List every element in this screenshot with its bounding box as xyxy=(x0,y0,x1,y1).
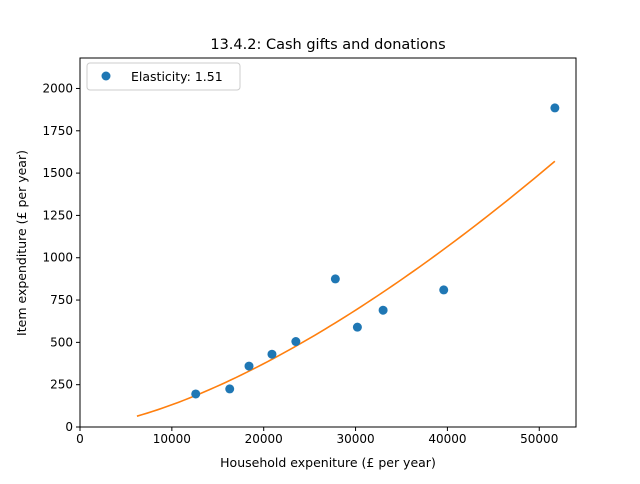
data-point xyxy=(550,103,560,113)
y-tick-label: 1000 xyxy=(42,251,73,265)
x-tick-label: 20000 xyxy=(245,432,283,446)
x-tick-label: 10000 xyxy=(153,432,191,446)
data-point xyxy=(191,389,201,399)
y-tick-label: 750 xyxy=(50,293,73,307)
y-tick-label: 1250 xyxy=(42,208,73,222)
fit-curve xyxy=(136,160,556,417)
x-tick-label: 40000 xyxy=(428,432,466,446)
y-tick-label: 1500 xyxy=(42,166,73,180)
x-tick-label: 30000 xyxy=(336,432,374,446)
x-axis-label: Household expeniture (£ per year) xyxy=(220,455,436,470)
y-tick-label: 250 xyxy=(50,378,73,392)
x-axis-ticks: 0 10000 20000 30000 40000 50000 xyxy=(76,427,558,446)
data-point xyxy=(352,322,362,332)
plot-area: 0 10000 20000 30000 40000 50000 0 250 500 750 100… xyxy=(42,57,577,446)
data-point xyxy=(330,274,340,284)
scatter-points-layer xyxy=(191,103,560,399)
data-point xyxy=(225,384,235,394)
data-point xyxy=(244,361,254,371)
data-point xyxy=(267,349,277,359)
fit-line-layer xyxy=(136,160,556,417)
y-axis-label: Item expenditure (£ per year) xyxy=(14,150,29,336)
y-tick-label: 1750 xyxy=(42,124,73,138)
axes-frame xyxy=(79,57,577,428)
y-axis-ticks: 0 250 500 750 1000 1250 1500 1750 2000 xyxy=(42,81,80,434)
legend: Elasticity: 1.51 xyxy=(86,62,241,91)
x-tick-label: 50000 xyxy=(520,432,558,446)
data-point xyxy=(291,337,301,347)
data-point xyxy=(378,305,388,315)
y-tick-label: 2000 xyxy=(42,81,73,95)
legend-label: Elasticity: 1.51 xyxy=(131,69,223,84)
legend-box xyxy=(86,62,241,91)
x-tick-label: 0 xyxy=(76,432,84,446)
data-point xyxy=(439,285,449,295)
legend-marker xyxy=(101,71,111,81)
y-tick-label: 0 xyxy=(65,420,73,434)
chart-title: 13.4.2: Cash gifts and donations xyxy=(210,37,445,53)
y-tick-label: 500 xyxy=(50,335,73,349)
